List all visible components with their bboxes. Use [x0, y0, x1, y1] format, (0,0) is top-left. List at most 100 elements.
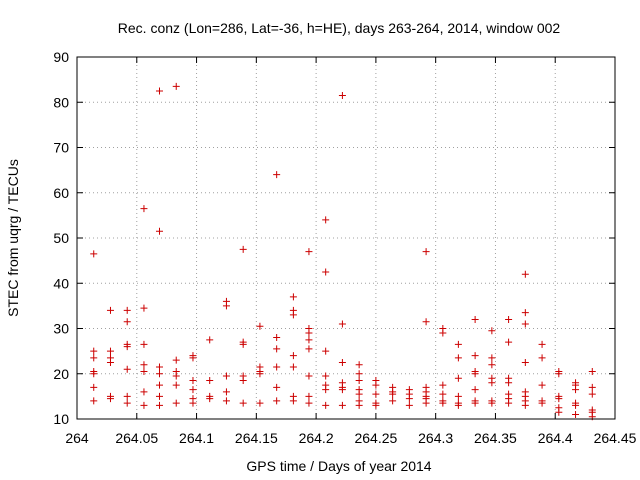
- data-point: [538, 354, 546, 362]
- data-point: [273, 171, 281, 179]
- data-point: [355, 377, 363, 385]
- data-point: [338, 386, 346, 394]
- grid: [77, 57, 615, 419]
- data-point: [222, 302, 230, 310]
- data-point: [488, 361, 496, 369]
- data-point: [140, 205, 148, 213]
- data-point: [222, 397, 230, 405]
- data-point: [471, 386, 479, 394]
- data-point: [322, 386, 330, 394]
- data-point: [140, 367, 148, 375]
- data-point: [273, 397, 281, 405]
- x-axis: 264 264.05 264.1 264.15 264.2 264.25 264.3 264.…: [65, 57, 637, 446]
- data-point: [488, 399, 496, 407]
- y-tick-label: 90: [53, 49, 69, 65]
- x-tick-label: 264.15: [235, 430, 278, 446]
- data-point: [305, 248, 313, 256]
- data-points: [90, 82, 596, 421]
- data-point: [172, 356, 180, 364]
- data-point: [454, 354, 462, 362]
- data-point: [239, 245, 247, 253]
- y-tick-label: 60: [53, 185, 69, 201]
- data-point: [305, 392, 313, 400]
- y-axis-title: STEC from uqrg / TECUs: [5, 159, 21, 317]
- data-point: [521, 401, 529, 409]
- data-point: [471, 352, 479, 360]
- data-point: [521, 320, 529, 328]
- data-point: [90, 383, 98, 391]
- data-point: [454, 401, 462, 409]
- x-tick-label: 264.45: [594, 430, 637, 446]
- data-point: [355, 390, 363, 398]
- data-point: [572, 401, 580, 409]
- x-tick-label: 264.2: [299, 430, 334, 446]
- data-point: [338, 358, 346, 366]
- data-point: [372, 401, 380, 409]
- data-point: [488, 327, 496, 335]
- data-point: [90, 347, 98, 355]
- y-axis: 10 20 30 40 50 60 70 80 90: [53, 49, 615, 427]
- data-point: [273, 363, 281, 371]
- y-tick-label: 20: [53, 366, 69, 382]
- data-point: [389, 390, 397, 398]
- data-point: [155, 363, 163, 371]
- data-point: [305, 399, 313, 407]
- data-point: [338, 91, 346, 99]
- data-point: [123, 392, 131, 400]
- x-tick-label: 264: [65, 430, 89, 446]
- data-point: [123, 306, 131, 314]
- data-point: [588, 383, 596, 391]
- data-point: [538, 340, 546, 348]
- data-point: [305, 372, 313, 380]
- data-point: [505, 315, 513, 323]
- data-point: [439, 381, 447, 389]
- data-point: [471, 370, 479, 378]
- data-point: [239, 377, 247, 385]
- data-point: [422, 248, 430, 256]
- data-point: [555, 395, 563, 403]
- data-point: [521, 309, 529, 317]
- y-tick-label: 10: [53, 411, 69, 427]
- data-point: [305, 336, 313, 344]
- data-point: [521, 270, 529, 278]
- y-tick-label: 30: [53, 321, 69, 337]
- data-point: [155, 87, 163, 95]
- data-point: [555, 370, 563, 378]
- data-point: [123, 399, 131, 407]
- data-point: [273, 334, 281, 342]
- chart-title: Rec. conz (Lon=286, Lat=-36, h=HE), days…: [118, 20, 561, 36]
- data-point: [222, 388, 230, 396]
- x-tick-label: 264.05: [115, 430, 158, 446]
- data-point: [355, 401, 363, 409]
- data-point: [189, 377, 197, 385]
- data-point: [322, 347, 330, 355]
- data-point: [572, 386, 580, 394]
- data-point: [488, 354, 496, 362]
- data-point: [372, 381, 380, 389]
- data-point: [172, 399, 180, 407]
- data-point: [439, 329, 447, 337]
- data-point: [454, 340, 462, 348]
- y-tick-label: 40: [53, 275, 69, 291]
- data-point: [189, 354, 197, 362]
- x-tick-label: 264.3: [418, 430, 453, 446]
- y-tick-label: 70: [53, 140, 69, 156]
- data-point: [471, 399, 479, 407]
- data-point: [588, 390, 596, 398]
- data-point: [322, 216, 330, 224]
- data-point: [505, 379, 513, 387]
- data-point: [322, 372, 330, 380]
- data-point: [405, 401, 413, 409]
- data-point: [172, 372, 180, 380]
- x-tick-label: 264.1: [179, 430, 214, 446]
- data-point: [289, 293, 297, 301]
- data-point: [90, 250, 98, 258]
- data-point: [140, 340, 148, 348]
- data-point: [454, 374, 462, 382]
- data-point: [289, 311, 297, 319]
- data-point: [355, 361, 363, 369]
- data-point: [106, 347, 114, 355]
- data-point: [239, 340, 247, 348]
- data-point: [471, 315, 479, 323]
